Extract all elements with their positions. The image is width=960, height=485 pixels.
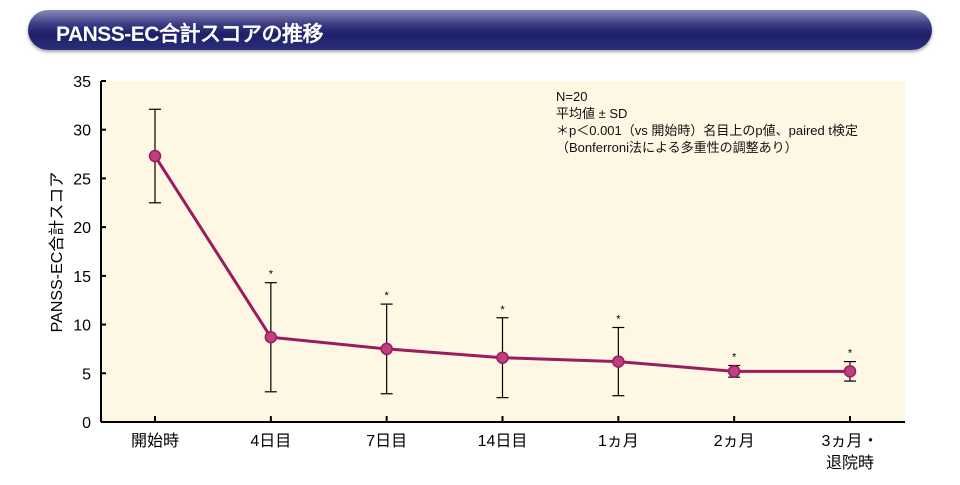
y-tick-label: 30 <box>73 123 91 140</box>
title-banner: PANSS-EC合計スコアの推移 <box>28 10 932 50</box>
note-pvalue: ＊p＜0.001（vs 開始時）名目上のp値、paired t検定 <box>556 123 858 138</box>
note-n: N=20 <box>556 89 588 104</box>
y-tick-label: 35 <box>73 74 91 91</box>
x-tick-label: 4日目 <box>250 433 291 450</box>
x-tick-label: 14日目 <box>478 433 528 450</box>
data-point <box>727 365 741 378</box>
y-tick-label: 25 <box>73 171 91 188</box>
data-point <box>612 355 625 368</box>
y-tick-label: 10 <box>73 318 91 335</box>
data-point <box>843 365 857 378</box>
x-tick-label: 1ヵ月 <box>598 433 639 450</box>
chart-notes: N=20 平均値 ± SD ＊p＜0.001（vs 開始時）名目上のp値、pai… <box>556 88 858 156</box>
note-bonferroni: （Bonferroni法による多重性の調整あり） <box>556 140 798 155</box>
significance-marker: * <box>616 313 621 325</box>
data-point <box>148 149 162 163</box>
data-point <box>264 330 278 344</box>
y-axis-label: PANSS-EC合計スコア <box>49 171 66 333</box>
data-point <box>380 342 393 356</box>
y-tick-label: 20 <box>73 220 91 237</box>
y-tick-label: 5 <box>82 366 91 383</box>
significance-marker: * <box>732 351 737 363</box>
note-stat: 平均値 ± SD <box>556 106 628 121</box>
data-point <box>496 351 509 364</box>
x-tick-label: 開始時 <box>131 432 179 450</box>
x-tick-label: 7日目 <box>366 433 407 450</box>
y-tick-label: 15 <box>73 269 91 286</box>
x-tick-label: 2ヵ月 <box>714 433 755 450</box>
page-title: PANSS-EC合計スコアの推移 <box>56 23 323 46</box>
y-tick-label: 0 <box>82 415 91 432</box>
x-tick-label: 退院時 <box>826 454 874 472</box>
significance-marker: * <box>848 348 853 360</box>
significance-marker: * <box>269 269 274 281</box>
x-tick-label: 3ヵ月・ <box>822 433 879 450</box>
significance-marker: * <box>385 290 390 302</box>
significance-marker: * <box>500 304 505 316</box>
